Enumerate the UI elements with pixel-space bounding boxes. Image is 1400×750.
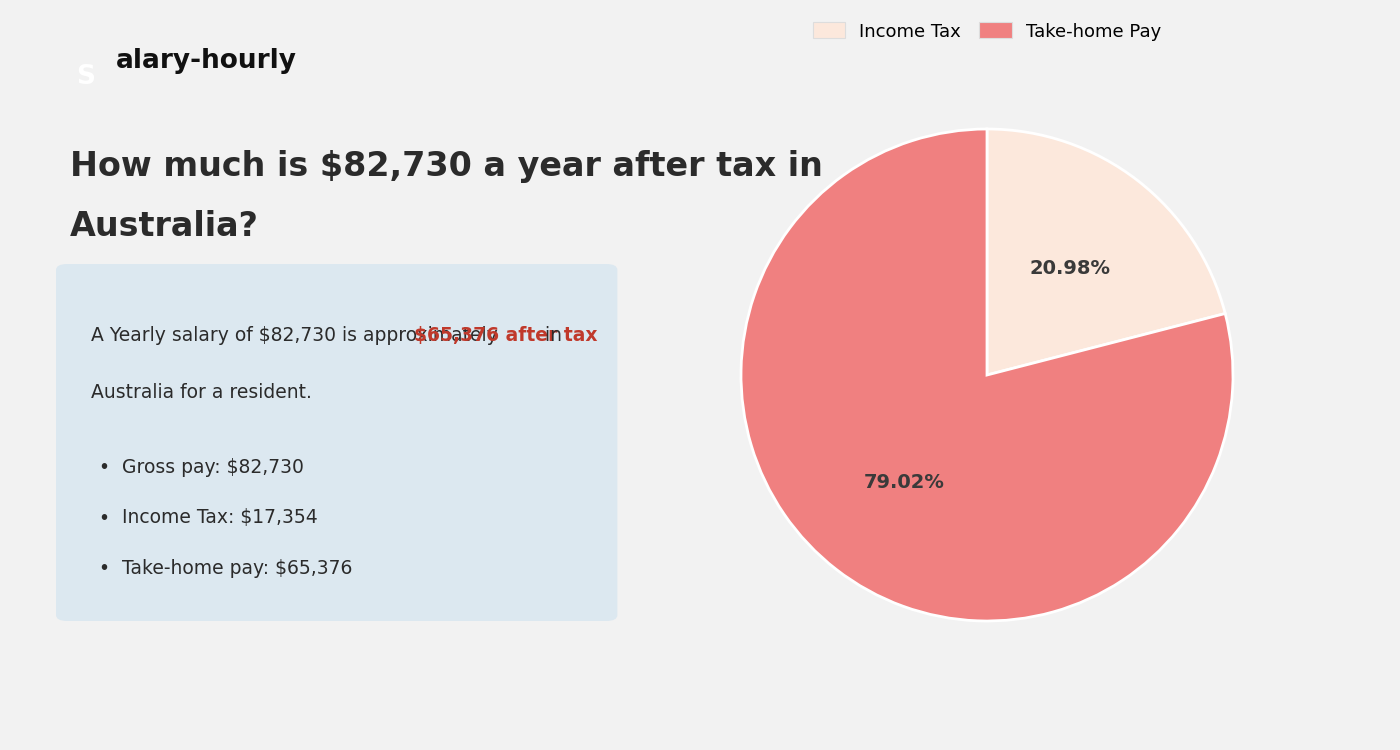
Text: alary-hourly: alary-hourly <box>116 49 297 74</box>
Text: How much is $82,730 a year after tax in: How much is $82,730 a year after tax in <box>70 150 823 183</box>
Text: Australia for a resident.: Australia for a resident. <box>91 382 312 401</box>
Text: Take-home pay: $65,376: Take-home pay: $65,376 <box>122 560 353 578</box>
Text: A Yearly salary of $82,730 is approximately: A Yearly salary of $82,730 is approximat… <box>91 326 504 345</box>
Text: •: • <box>98 560 109 578</box>
Legend: Income Tax, Take-home Pay: Income Tax, Take-home Pay <box>805 15 1169 48</box>
Text: •: • <box>98 458 109 476</box>
Wedge shape <box>741 129 1233 621</box>
Text: •: • <box>98 509 109 527</box>
Text: 79.02%: 79.02% <box>864 472 945 491</box>
Text: in: in <box>539 326 563 345</box>
Text: 20.98%: 20.98% <box>1029 259 1110 278</box>
Text: S: S <box>77 64 95 90</box>
Text: Income Tax: $17,354: Income Tax: $17,354 <box>122 509 318 527</box>
Text: Gross pay: $82,730: Gross pay: $82,730 <box>122 458 304 476</box>
Wedge shape <box>987 129 1225 375</box>
Text: $65,376 after tax: $65,376 after tax <box>414 326 598 345</box>
Text: Australia?: Australia? <box>70 210 259 243</box>
